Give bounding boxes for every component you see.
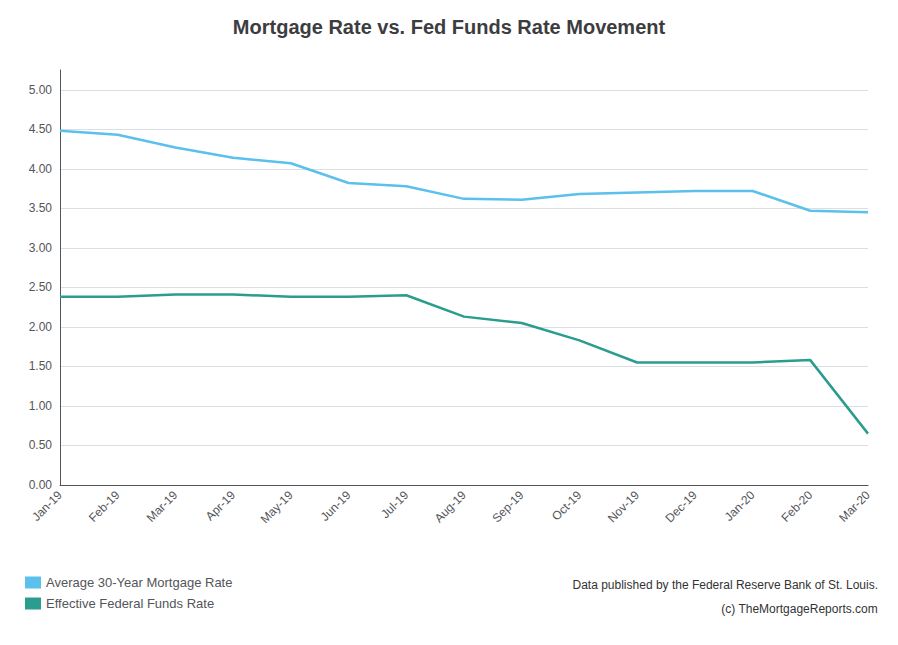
svg-text:Jan-20: Jan-20 <box>722 488 758 524</box>
svg-text:Mar-19: Mar-19 <box>144 488 181 525</box>
svg-text:Mar-20: Mar-20 <box>836 488 873 525</box>
svg-text:Effective Federal Funds Rate: Effective Federal Funds Rate <box>46 596 214 611</box>
svg-text:Mortgage Rate vs. Fed Funds Ra: Mortgage Rate vs. Fed Funds Rate Movemen… <box>233 16 666 38</box>
svg-text:Apr-19: Apr-19 <box>203 488 239 524</box>
svg-text:5.00: 5.00 <box>29 83 53 97</box>
svg-text:May-19: May-19 <box>258 488 296 526</box>
svg-text:2.00: 2.00 <box>29 320 53 334</box>
svg-text:Oct-19: Oct-19 <box>549 488 585 524</box>
svg-text:Jun-19: Jun-19 <box>318 488 354 524</box>
svg-text:Nov-19: Nov-19 <box>605 488 642 525</box>
svg-text:Data published by the Federal: Data published by the Federal Reserve Ba… <box>572 578 878 592</box>
svg-text:1.00: 1.00 <box>29 399 53 413</box>
svg-text:3.50: 3.50 <box>29 201 53 215</box>
svg-text:1.50: 1.50 <box>29 359 53 373</box>
svg-text:4.00: 4.00 <box>29 162 53 176</box>
svg-text:0.00: 0.00 <box>29 478 53 492</box>
svg-text:Sep-19: Sep-19 <box>489 488 526 525</box>
svg-text:Feb-20: Feb-20 <box>778 488 815 525</box>
svg-text:Average 30-Year Mortgage Rate: Average 30-Year Mortgage Rate <box>46 575 232 590</box>
svg-text:(c) TheMortgageReports.com: (c) TheMortgageReports.com <box>721 602 878 616</box>
svg-text:0.50: 0.50 <box>29 438 53 452</box>
svg-text:Aug-19: Aug-19 <box>432 488 469 525</box>
svg-text:Jan-19: Jan-19 <box>29 488 65 524</box>
svg-text:Feb-19: Feb-19 <box>86 488 123 525</box>
svg-text:Dec-19: Dec-19 <box>663 488 700 525</box>
svg-text:2.50: 2.50 <box>29 280 53 294</box>
svg-text:Jul-19: Jul-19 <box>378 488 411 521</box>
svg-text:4.50: 4.50 <box>29 122 53 136</box>
svg-text:3.00: 3.00 <box>29 241 53 255</box>
